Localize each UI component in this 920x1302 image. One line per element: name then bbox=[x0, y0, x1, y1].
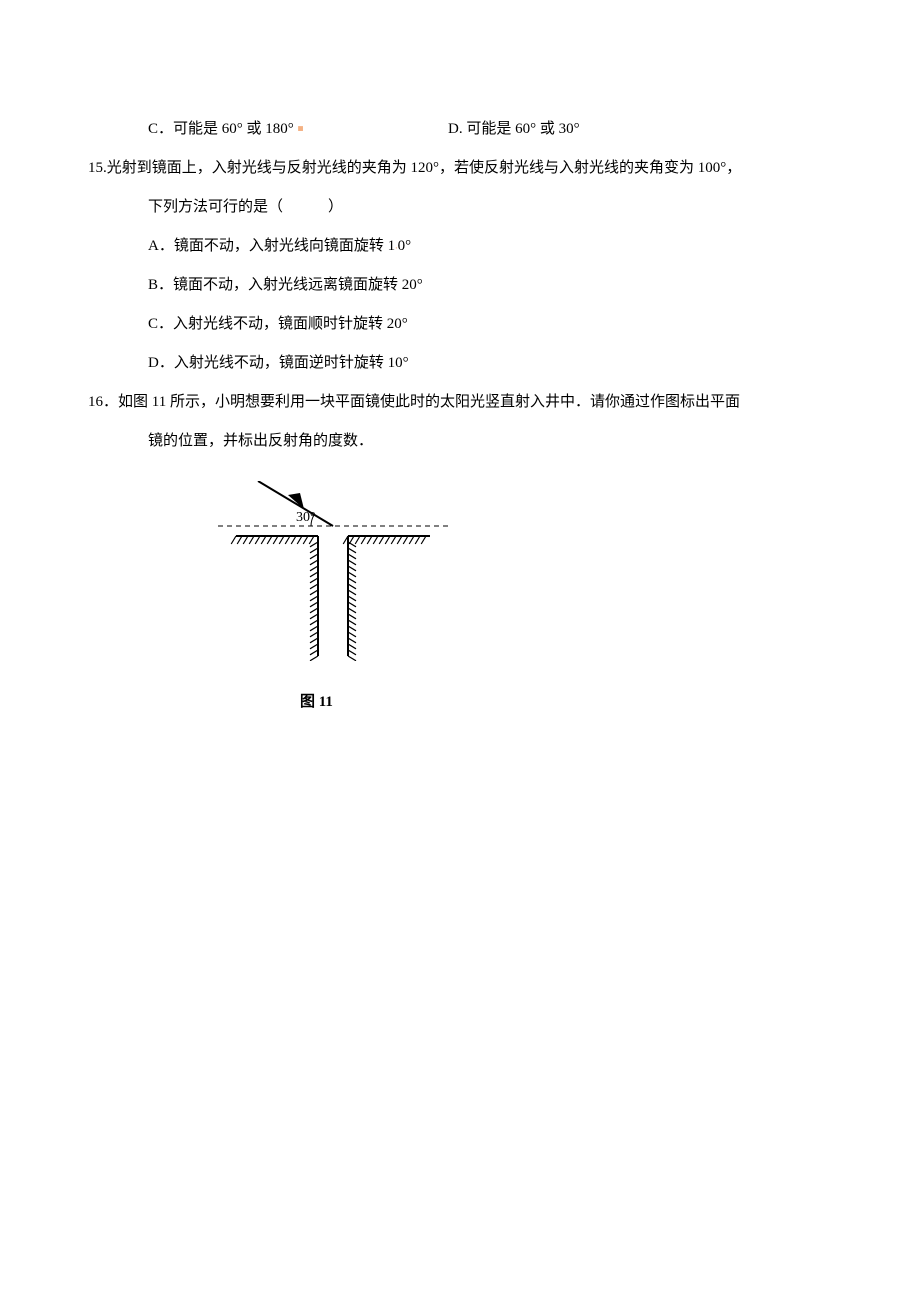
q15-option-c: C．入射光线不动，镜面顺时针旋转 20° bbox=[88, 305, 832, 344]
figure-11-container: 30° 图 11 bbox=[88, 481, 832, 722]
q16-number: 16． bbox=[88, 383, 118, 422]
q15-number: 15. bbox=[88, 149, 107, 188]
q14-options-row: C．可能是 60° 或 180° ■ D. 可能是 60° 或 30° bbox=[88, 110, 832, 149]
q14-option-c: C．可能是 60° 或 180° ■ bbox=[148, 110, 448, 149]
q14-option-d: D. 可能是 60° 或 30° bbox=[448, 110, 832, 149]
q16-stem-text-1: 如图 11 所示，小明想要利用一块平面镜使此时的太阳光竖直射入井中．请你通过作图… bbox=[118, 383, 832, 422]
q16-stem-line1: 16． 如图 11 所示，小明想要利用一块平面镜使此时的太阳光竖直射入井中．请你… bbox=[88, 383, 832, 422]
svg-text:30°: 30° bbox=[296, 510, 316, 525]
q15-option-d: D．入射光线不动，镜面逆时针旋转 10° bbox=[88, 344, 832, 383]
decorative-dot-icon: . bbox=[395, 241, 398, 252]
q16-stem-line2: 镜的位置，并标出反射角的度数． bbox=[88, 422, 832, 461]
q15-option-a-text: A．镜面不动，入射光线向镜面旋转 1.0° bbox=[148, 238, 411, 254]
q15-stem-line1: 15. 光射到镜面上，入射光线与反射光线的夹角为 120°，若使反射光线与入射光… bbox=[88, 149, 832, 188]
q14-option-c-text: C．可能是 60° 或 180° bbox=[148, 121, 294, 137]
q15-option-b: B．镜面不动，入射光线远离镜面旋转 20° bbox=[88, 266, 832, 305]
figure-11-diagram: 30° bbox=[218, 481, 448, 661]
q15-stem-line2: 下列方法可行的是（ ） bbox=[88, 188, 832, 227]
q15-stem-text-1: 光射到镜面上，入射光线与反射光线的夹角为 120°，若使反射光线与入射光线的夹角… bbox=[107, 149, 832, 188]
figure-11-caption: 图 11 bbox=[218, 683, 832, 722]
q15-option-a: A．镜面不动，入射光线向镜面旋转 1.0° bbox=[88, 227, 832, 266]
decorative-dot-icon: ■ bbox=[298, 124, 304, 135]
